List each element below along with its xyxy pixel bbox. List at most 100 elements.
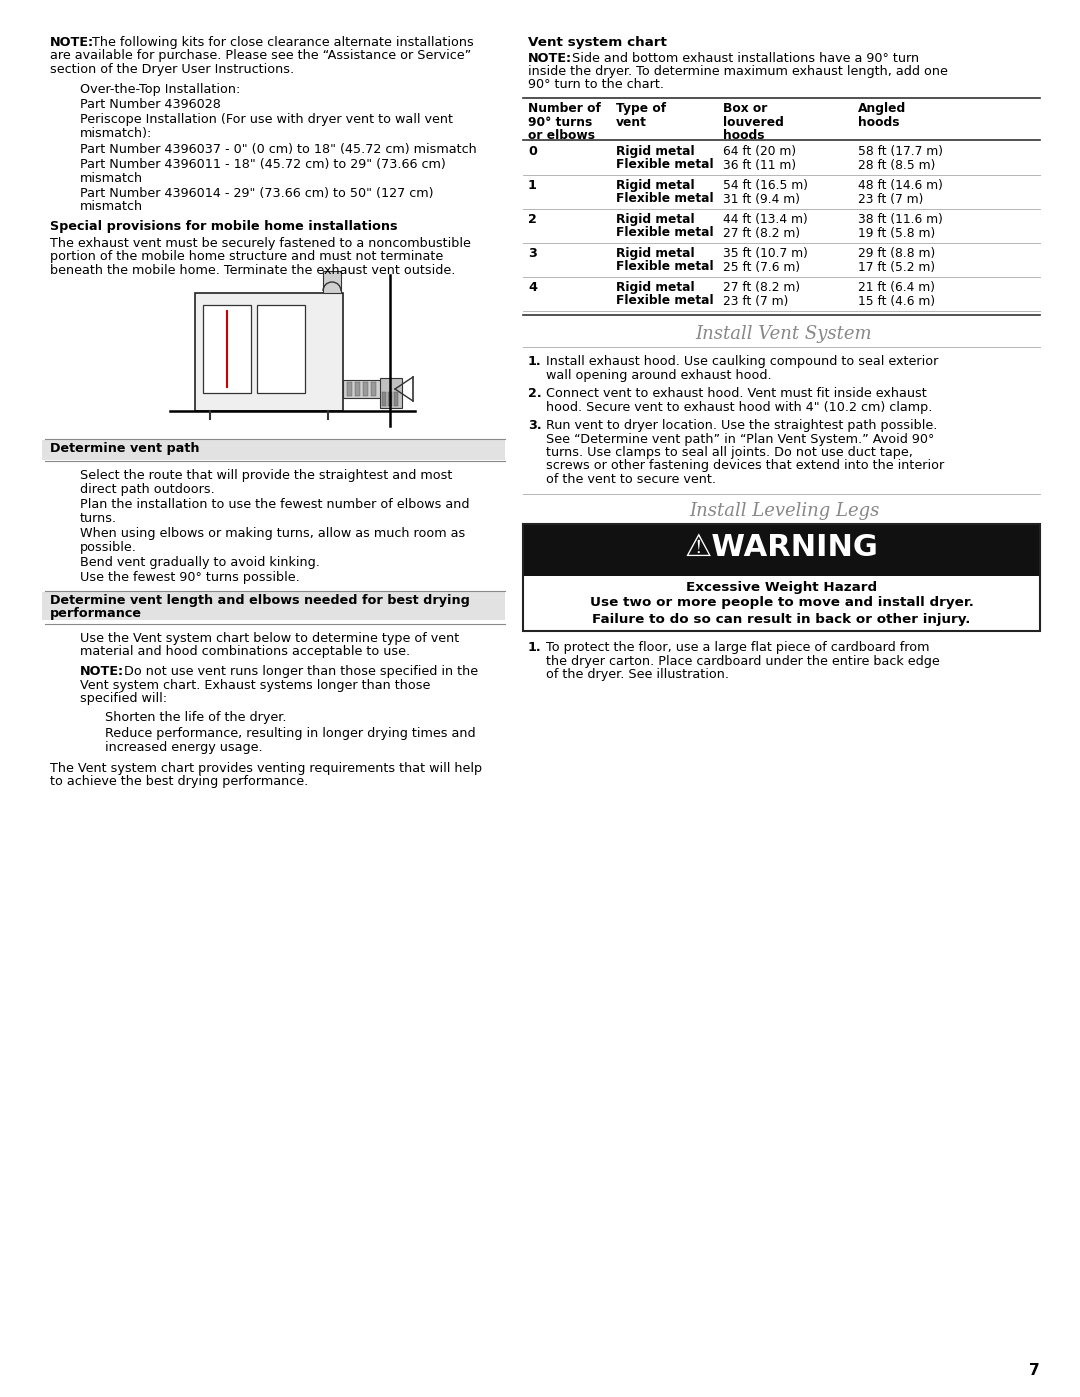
Text: Box or: Box or [723, 102, 768, 115]
Text: screws or other fastening devices that extend into the interior: screws or other fastening devices that e… [546, 460, 944, 472]
Text: 54 ft (16.5 m): 54 ft (16.5 m) [723, 179, 808, 191]
Text: Do not use vent runs longer than those specified in the: Do not use vent runs longer than those s… [120, 665, 478, 678]
Text: Part Number 4396037 - 0" (0 cm) to 18" (45.72 cm) mismatch: Part Number 4396037 - 0" (0 cm) to 18" (… [80, 142, 476, 155]
Text: ⚠WARNING: ⚠WARNING [685, 534, 878, 562]
Text: vent: vent [616, 116, 647, 129]
Text: 28 ft (8.5 m): 28 ft (8.5 m) [858, 158, 935, 172]
Text: turns. Use clamps to seal all joints. Do not use duct tape,: turns. Use clamps to seal all joints. Do… [546, 446, 913, 460]
Text: Install Leveling Legs: Install Leveling Legs [689, 502, 879, 520]
Text: Over-the-Top Installation:: Over-the-Top Installation: [80, 82, 241, 95]
Text: 1: 1 [528, 179, 537, 191]
Text: Install exhaust hood. Use caulking compound to seal exterior: Install exhaust hood. Use caulking compo… [546, 355, 939, 367]
Bar [323, 271, 341, 293]
Text: direct path outdoors.: direct path outdoors. [80, 482, 215, 496]
Text: 7: 7 [1029, 1363, 1040, 1377]
Text: Flexible metal: Flexible metal [616, 295, 714, 307]
Bar [195, 293, 343, 411]
Text: Rigid metal: Rigid metal [616, 145, 694, 158]
Text: beneath the mobile home. Terminate the exhaust vent outside.: beneath the mobile home. Terminate the e… [50, 264, 456, 277]
Text: mismatch):: mismatch): [80, 127, 152, 140]
Text: Part Number 4396028: Part Number 4396028 [80, 98, 221, 110]
Text: NOTE:: NOTE: [80, 665, 124, 678]
Text: 58 ft (17.7 m): 58 ft (17.7 m) [858, 145, 943, 158]
Bar [523, 524, 1040, 576]
Text: possible.: possible. [80, 541, 137, 553]
Text: Special provisions for mobile home installations: Special provisions for mobile home insta… [50, 219, 397, 233]
Text: Connect vent to exhaust hood. Vent must fit inside exhaust: Connect vent to exhaust hood. Vent must … [546, 387, 927, 400]
Text: Number of: Number of [528, 102, 600, 115]
Text: 31 ft (9.4 m): 31 ft (9.4 m) [723, 193, 800, 205]
Text: The following kits for close clearance alternate installations: The following kits for close clearance a… [87, 36, 474, 49]
Text: 1.: 1. [528, 641, 542, 654]
Text: hoods: hoods [858, 116, 900, 129]
Text: Flexible metal: Flexible metal [616, 260, 714, 274]
Text: Use two or more people to move and install dryer.: Use two or more people to move and insta… [590, 597, 973, 609]
Text: Rigid metal: Rigid metal [616, 212, 694, 226]
Text: 29 ft (8.8 m): 29 ft (8.8 m) [858, 247, 935, 260]
Text: wall opening around exhaust hood.: wall opening around exhaust hood. [546, 369, 771, 381]
Text: or elbows: or elbows [528, 129, 595, 142]
Text: 15 ft (4.6 m): 15 ft (4.6 m) [858, 295, 935, 307]
Bar [523, 524, 1040, 631]
Bar [347, 381, 352, 395]
Text: material and hood combinations acceptable to use.: material and hood combinations acceptabl… [80, 645, 410, 658]
Bar [257, 305, 305, 393]
Text: 90° turn to the chart.: 90° turn to the chart. [528, 78, 664, 91]
Text: of the vent to secure vent.: of the vent to secure vent. [546, 474, 716, 486]
Text: performance: performance [50, 608, 141, 620]
Text: Select the route that will provide the straightest and most: Select the route that will provide the s… [80, 469, 453, 482]
Bar [388, 393, 392, 407]
Text: 2: 2 [528, 212, 537, 226]
Text: 36 ft (11 m): 36 ft (11 m) [723, 158, 796, 172]
Text: Type of: Type of [616, 102, 666, 115]
Bar [372, 381, 376, 395]
Text: mismatch: mismatch [80, 201, 144, 214]
Text: Reduce performance, resulting in longer drying times and: Reduce performance, resulting in longer … [105, 726, 475, 740]
Text: To protect the floor, use a large flat piece of cardboard from: To protect the floor, use a large flat p… [546, 641, 930, 654]
Text: The exhaust vent must be securely fastened to a noncombustible: The exhaust vent must be securely fasten… [50, 236, 471, 250]
Text: specified will:: specified will: [80, 692, 167, 705]
Text: NOTE:: NOTE: [528, 52, 572, 64]
Text: Part Number 4396011 - 18" (45.72 cm) to 29" (73.66 cm): Part Number 4396011 - 18" (45.72 cm) to … [80, 158, 446, 170]
Text: Excessive Weight Hazard: Excessive Weight Hazard [686, 581, 877, 594]
Text: to achieve the best drying performance.: to achieve the best drying performance. [50, 775, 308, 788]
Text: turns.: turns. [80, 511, 117, 524]
Text: 35 ft (10.7 m): 35 ft (10.7 m) [723, 247, 808, 260]
Text: Part Number 4396014 - 29" (73.66 cm) to 50" (127 cm): Part Number 4396014 - 29" (73.66 cm) to … [80, 187, 433, 200]
Text: 27 ft (8.2 m): 27 ft (8.2 m) [723, 281, 800, 293]
Text: When using elbows or making turns, allow as much room as: When using elbows or making turns, allow… [80, 527, 465, 541]
Text: Determine vent path: Determine vent path [50, 441, 200, 455]
Text: Angled: Angled [858, 102, 906, 115]
Text: Plan the installation to use the fewest number of elbows and: Plan the installation to use the fewest … [80, 497, 470, 511]
Text: 3.: 3. [528, 419, 542, 432]
Text: Vent system chart. Exhaust systems longer than those: Vent system chart. Exhaust systems longe… [80, 679, 430, 692]
Text: Rigid metal: Rigid metal [616, 247, 694, 260]
Text: Use the fewest 90° turns possible.: Use the fewest 90° turns possible. [80, 571, 300, 584]
Text: Rigid metal: Rigid metal [616, 179, 694, 191]
Text: Determine vent length and elbows needed for best drying: Determine vent length and elbows needed … [50, 594, 470, 608]
Text: 2.: 2. [528, 387, 542, 400]
Text: are available for purchase. Please see the “Assistance or Service”: are available for purchase. Please see t… [50, 49, 471, 63]
Text: NOTE:: NOTE: [50, 36, 94, 49]
Text: 38 ft (11.6 m): 38 ft (11.6 m) [858, 212, 943, 226]
Bar [203, 305, 251, 393]
Text: hood. Secure vent to exhaust hood with 4" (10.2 cm) clamp.: hood. Secure vent to exhaust hood with 4… [546, 401, 932, 414]
Bar [42, 592, 505, 620]
Bar [363, 381, 368, 395]
Text: section of the Dryer User Instructions.: section of the Dryer User Instructions. [50, 63, 294, 75]
Text: Periscope Installation (For use with dryer vent to wall vent: Periscope Installation (For use with dry… [80, 113, 453, 127]
Bar [355, 381, 360, 395]
Text: 25 ft (7.6 m): 25 ft (7.6 m) [723, 260, 800, 274]
Text: the dryer carton. Place cardboard under the entire back edge: the dryer carton. Place cardboard under … [546, 655, 940, 668]
Text: 90° turns: 90° turns [528, 116, 592, 129]
Text: mismatch: mismatch [80, 172, 144, 184]
Text: 1.: 1. [528, 355, 542, 367]
Text: 17 ft (5.2 m): 17 ft (5.2 m) [858, 260, 935, 274]
Text: 48 ft (14.6 m): 48 ft (14.6 m) [858, 179, 943, 191]
Text: inside the dryer. To determine maximum exhaust length, add one: inside the dryer. To determine maximum e… [528, 66, 948, 78]
Text: Vent system chart: Vent system chart [528, 36, 666, 49]
Text: of the dryer. See illustration.: of the dryer. See illustration. [546, 668, 729, 680]
Text: 23 ft (7 m): 23 ft (7 m) [723, 295, 788, 307]
Bar [343, 380, 388, 398]
Text: 64 ft (20 m): 64 ft (20 m) [723, 145, 796, 158]
